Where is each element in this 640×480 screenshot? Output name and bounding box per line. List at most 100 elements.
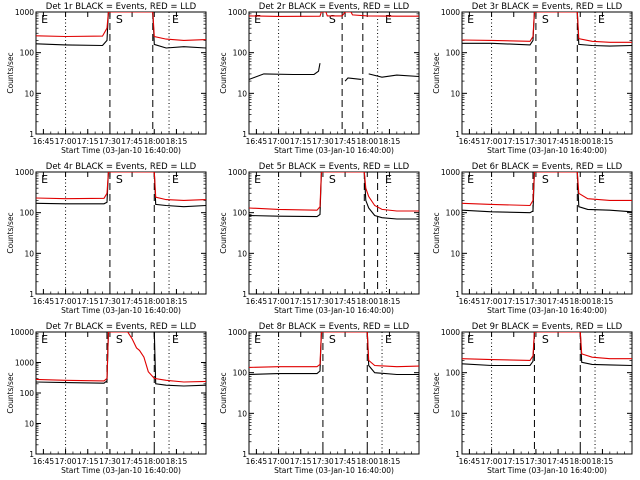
event-marker-label: S <box>542 333 549 346</box>
event-marker-label: S <box>542 13 549 26</box>
subplot-title: Det 4r BLACK = Events, RED = LLD <box>46 162 197 172</box>
subplot-5: Det 5r BLACK = Events, RED = LLD 1 10 100 10… <box>219 162 420 315</box>
subplot-9: Det 9r BLACK = Events, RED = LLD 1 10 100 10… <box>432 322 633 475</box>
series-lld-line <box>249 172 419 212</box>
series-events-line <box>36 12 206 49</box>
x-tick-label: 18:00 <box>143 137 165 146</box>
x-tick-label: 16:45 <box>33 137 55 146</box>
x-tick-label: 18:15 <box>592 137 614 146</box>
event-marker-label: E <box>598 333 605 346</box>
subplot-title: Det 3r BLACK = Events, RED = LLD <box>472 2 623 12</box>
series-lld-line <box>249 332 419 368</box>
event-marker-label: S <box>116 173 123 186</box>
y-tick-label: 100 <box>233 369 248 378</box>
y-axis-label: Counts/sec <box>432 52 441 93</box>
y-axis-label: Counts/sec <box>219 52 228 93</box>
x-tick-label: 17:45 <box>334 137 356 146</box>
series-lld-line <box>36 172 206 201</box>
y-tick-label: 100 <box>20 209 35 218</box>
y-tick-label: 100 <box>446 49 461 58</box>
x-tick-label: 18:00 <box>143 297 165 306</box>
y-tick-label: 1000 <box>441 168 460 177</box>
x-axis-label: Start Time (03-Jan-10 16:40:00) <box>61 466 181 475</box>
event-marker-label: E <box>598 173 605 186</box>
x-tick-label: 18:15 <box>592 297 614 306</box>
series-events-line <box>462 172 632 214</box>
y-tick-label: 1000 <box>441 8 460 17</box>
event-marker-label: E <box>41 173 48 186</box>
x-tick-label: 17:45 <box>547 137 569 146</box>
y-tick-label: 1 <box>455 450 460 459</box>
x-tick-label: 16:45 <box>246 297 268 306</box>
x-tick-label: 17:30 <box>312 297 334 306</box>
x-tick-label: 18:15 <box>379 457 401 466</box>
subplot-3: Det 3r BLACK = Events, RED = LLD 1 10 100 10… <box>432 2 633 155</box>
y-tick-label: 10 <box>450 249 460 258</box>
x-tick-label: 17:00 <box>268 137 290 146</box>
subplot-8: Det 8r BLACK = Events, RED = LLD 1 10 100 10… <box>219 322 420 475</box>
x-tick-label: 17:15 <box>77 137 99 146</box>
x-tick-label: 16:45 <box>246 457 268 466</box>
y-tick-label: 1000 <box>15 8 34 17</box>
series-lld-line <box>462 332 632 361</box>
subplot-4: Det 4r BLACK = Events, RED = LLD 1 10 100 10… <box>6 162 207 315</box>
x-tick-label: 17:15 <box>503 137 525 146</box>
series-events-line <box>462 332 632 367</box>
event-marker-label: E <box>41 13 48 26</box>
x-tick-label: 17:15 <box>290 137 312 146</box>
series-lld-line <box>462 12 632 43</box>
y-tick-label: 100 <box>20 49 35 58</box>
subplot-6: Det 6r BLACK = Events, RED = LLD 1 10 100 10… <box>432 162 633 315</box>
event-marker-label: E <box>172 13 179 26</box>
event-marker-label: E <box>598 13 605 26</box>
y-axis-label: Counts/sec <box>6 372 15 413</box>
x-tick-label: 18:00 <box>569 297 591 306</box>
event-marker-label: E <box>385 13 392 26</box>
y-tick-label: 100 <box>20 389 35 398</box>
x-tick-label: 17:45 <box>121 297 143 306</box>
y-tick-label: 10 <box>24 420 34 429</box>
event-marker-label: S <box>116 333 123 346</box>
event-marker-label: S <box>329 13 336 26</box>
y-tick-label: 1 <box>242 130 247 139</box>
y-tick-label: 1000 <box>441 328 460 337</box>
y-tick-label: 1 <box>29 130 34 139</box>
event-marker-label: E <box>467 173 474 186</box>
x-tick-label: 18:15 <box>166 137 188 146</box>
y-tick-label: 1 <box>455 290 460 299</box>
x-tick-label: 18:00 <box>569 137 591 146</box>
x-tick-label: 17:15 <box>290 297 312 306</box>
y-axis-label: Counts/sec <box>219 372 228 413</box>
series-events-line <box>36 332 206 387</box>
y-tick-label: 1 <box>242 450 247 459</box>
x-axis-label: Start Time (03-Jan-10 16:40:00) <box>274 466 394 475</box>
subplot-title: Det 8r BLACK = Events, RED = LLD <box>259 322 410 332</box>
x-tick-label: 18:15 <box>592 457 614 466</box>
x-tick-label: 17:30 <box>525 137 547 146</box>
x-tick-label: 17:45 <box>334 297 356 306</box>
x-axis-label: Start Time (03-Jan-10 16:40:00) <box>487 466 607 475</box>
x-tick-label: 16:45 <box>33 297 55 306</box>
subplot-title: Det 9r BLACK = Events, RED = LLD <box>472 322 623 332</box>
subplot-title: Det 2r BLACK = Events, RED = LLD <box>259 2 410 12</box>
event-marker-label: S <box>329 333 336 346</box>
y-tick-label: 1000 <box>15 359 34 368</box>
y-tick-label: 10 <box>237 249 247 258</box>
x-axis-label: Start Time (03-Jan-10 16:40:00) <box>487 146 607 155</box>
subplot-title: Det 7r BLACK = Events, RED = LLD <box>46 322 197 332</box>
event-marker-label: E <box>254 333 261 346</box>
x-tick-label: 17:15 <box>77 457 99 466</box>
x-axis-label: Start Time (03-Jan-10 16:40:00) <box>61 306 181 315</box>
y-tick-label: 1000 <box>228 168 247 177</box>
x-tick-label: 18:15 <box>379 137 401 146</box>
x-tick-label: 17:30 <box>525 457 547 466</box>
x-tick-label: 17:00 <box>55 297 77 306</box>
x-axis-label: Start Time (03-Jan-10 16:40:00) <box>274 306 394 315</box>
y-tick-label: 1000 <box>15 168 34 177</box>
x-tick-label: 16:45 <box>459 137 481 146</box>
x-tick-label: 17:15 <box>503 297 525 306</box>
subplot-7: Det 7r BLACK = Events, RED = LLD 1 10 100 10… <box>6 322 207 475</box>
y-tick-label: 1 <box>242 290 247 299</box>
x-tick-label: 17:30 <box>312 137 334 146</box>
y-axis-label: Counts/sec <box>432 212 441 253</box>
